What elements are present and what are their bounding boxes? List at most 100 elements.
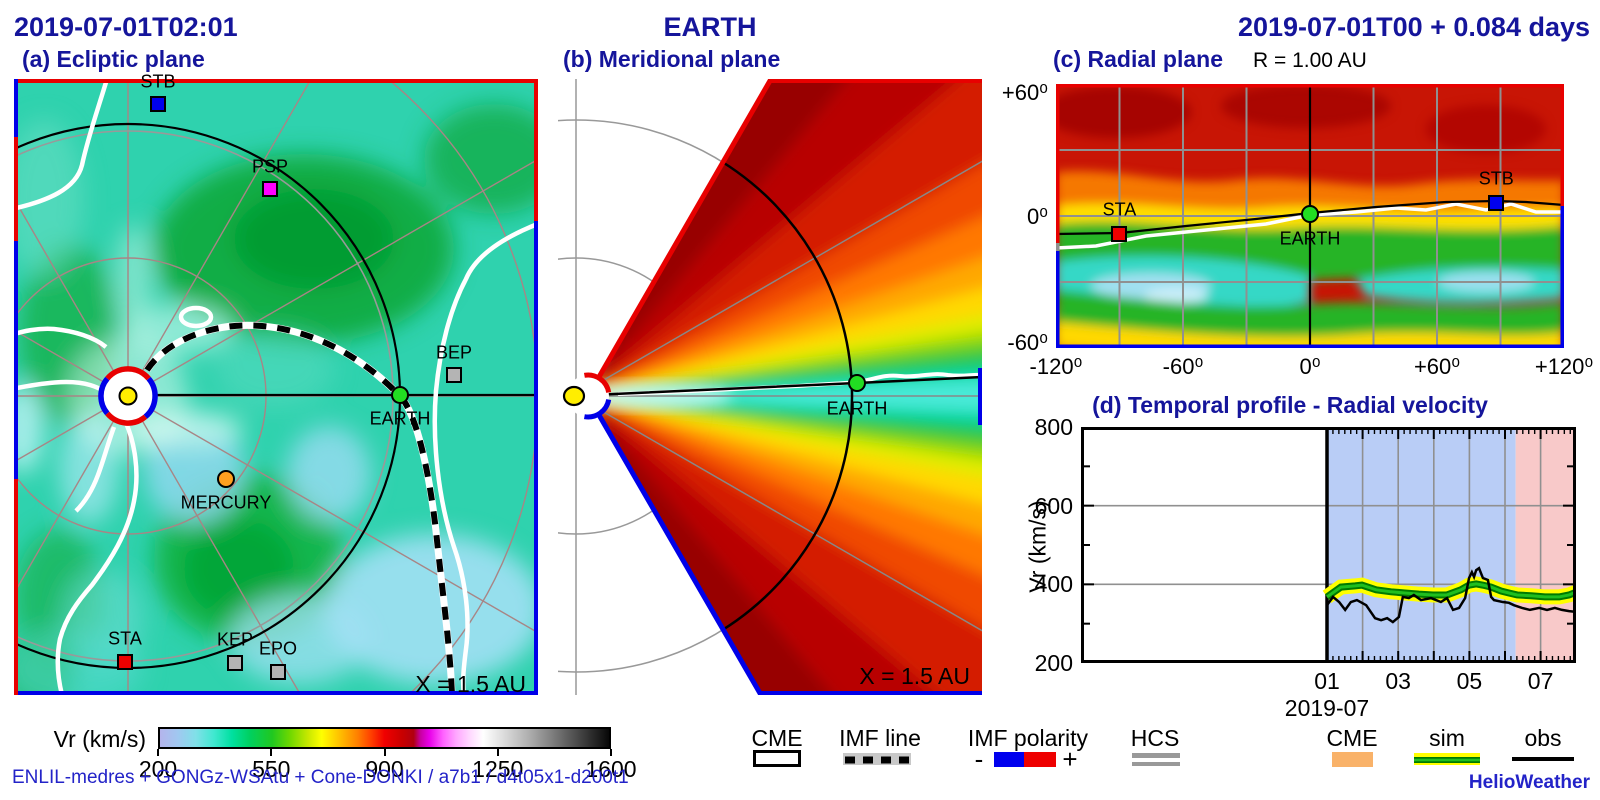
panel-c-borders (1056, 84, 1564, 348)
colorbar-tick (383, 749, 386, 756)
c-xtick-label: 0⁰ (1299, 354, 1321, 379)
d-ytick-label: 800 (1034, 414, 1073, 440)
panel-b-markers: EARTH (558, 79, 982, 695)
sun-icon (118, 386, 138, 406)
panel-c-markers: STA EARTH STB (1056, 84, 1564, 348)
hcs-contours (14, 79, 538, 695)
hcs-swatch-bottom (1132, 761, 1180, 766)
stb-label: STB (1478, 168, 1514, 189)
top-border (768, 79, 982, 83)
c-xtick-label: +120⁰ (1534, 354, 1594, 379)
chart-frame (1081, 427, 1576, 663)
stb-marker (150, 96, 166, 112)
colorbar-tick-label: 1250 (472, 756, 524, 782)
obs-line (1325, 566, 1576, 624)
center-body-label: EARTH (663, 12, 757, 42)
timestamp-run: 2019-07-01T00 + 0.084 days (1237, 12, 1590, 42)
cme-outline-swatch (753, 750, 801, 767)
bottom-border (758, 691, 982, 695)
obs-swatch (1512, 757, 1574, 761)
chart-curves (1322, 566, 1576, 624)
panel-a-extent-label: X = 1.5 AU (415, 671, 526, 697)
model-config-string: ENLIL-medres + GONGz-WSAtu + Cone-DONKI … (12, 767, 629, 788)
temporal-profile-chart (1081, 427, 1576, 663)
colorbar-tick-label: 200 (138, 756, 178, 782)
panel-a-title: (a) Ecliptic plane (22, 46, 205, 72)
panel-d-xaxis-month: 2019-07 (1284, 695, 1370, 721)
velocity-fan (588, 79, 982, 695)
panel-d-ylabel: Vr (km/s) (1024, 500, 1051, 593)
panel-c-title: (c) Radial plane (1053, 46, 1223, 72)
wedge-edge-positive (585, 79, 774, 398)
legend-cme-outline-label: CME (751, 725, 803, 751)
panel-c-radius-label: R = 1.00 AU (1253, 49, 1367, 72)
imf-positive-swatch (1024, 752, 1056, 767)
earth-label: EARTH (826, 398, 888, 419)
sta-label: STA (108, 628, 142, 649)
period-shading (1327, 427, 1576, 663)
wedge-edge-negative (585, 394, 764, 695)
psp-marker (262, 181, 278, 197)
d-ytick-label: 400 (1034, 571, 1073, 598)
credit-label: HelioWeather (1468, 772, 1590, 793)
colorbar-tick (157, 749, 159, 756)
earth-label: EARTH (369, 408, 431, 429)
sta-marker (1111, 225, 1128, 242)
colorbar-tick-label: 1600 (585, 756, 637, 782)
earth-marker (1301, 204, 1319, 223)
epo-label: EPO (258, 638, 298, 659)
c-xtick-label: +60⁰ (1413, 354, 1461, 379)
panel-d-title: (d) Temporal profile - Radial velocity (1092, 392, 1488, 418)
colorbar-label: Vr (km/s) (53, 726, 146, 752)
panel-a-markers: STB PSP BEP EARTH MERCURY STA KEP EPO (14, 72, 538, 695)
d-xtick-label: 05 (1456, 668, 1483, 694)
earth-marker (391, 386, 409, 404)
temporal-profile-plot (1081, 427, 1576, 663)
earth-marker (848, 374, 866, 392)
epo-marker (270, 664, 286, 680)
panel-a-borders (14, 79, 538, 695)
timestamp-current: 2019-07-01T02:01 (14, 12, 238, 42)
bep-label: BEP (435, 342, 473, 363)
legend-cme-fill-label: CME (1326, 725, 1378, 751)
mercury-marker (217, 470, 235, 488)
colorbar-tick-label: 900 (365, 756, 404, 782)
c-xtick-label: -120⁰ (1029, 354, 1083, 379)
colorbar-gradient (158, 727, 611, 749)
imf-negative-swatch (994, 752, 1024, 767)
cme-fill-swatch (1332, 752, 1373, 767)
hcs-line (1056, 202, 1564, 250)
d-ytick-label: 200 (1034, 650, 1073, 676)
apex-gap (567, 375, 609, 417)
colorbar-tick (270, 749, 273, 756)
radial-plane-map: STA EARTH STB (1056, 84, 1564, 348)
imf-plus-sign: + (1062, 744, 1078, 774)
meridional-plane-map: X = 1.5 AU EARTH (558, 79, 982, 695)
radial-field (1056, 84, 1564, 348)
stb-label: STB (140, 71, 176, 92)
imf-line-swatch (843, 753, 911, 765)
meridional-field (558, 79, 982, 695)
stb-marker (1488, 194, 1505, 211)
c-ytick-label: -60⁰ (1007, 330, 1048, 355)
kep-marker (227, 655, 243, 671)
panel-b-title: (b) Meridional plane (563, 46, 781, 72)
colorbar-tick-label: 550 (252, 756, 291, 782)
colorbar-tick (496, 749, 499, 756)
hcs-swatch-top (1132, 753, 1180, 758)
sun-icon (562, 385, 586, 407)
legend-obs-label: obs (1524, 725, 1562, 751)
d-xtick-label: 03 (1385, 668, 1411, 694)
sim-line (1326, 582, 1576, 599)
c-ytick-label: +60⁰ (1001, 80, 1048, 105)
d-xtick-label: 07 (1527, 668, 1554, 694)
d-ytick-label: 600 (1034, 492, 1073, 519)
legend-imf-line-label: IMF line (839, 725, 921, 751)
one-au-arc (705, 151, 854, 641)
sun-symbol (98, 366, 158, 426)
d-xtick-label: 01 (1314, 668, 1340, 694)
sta-marker (117, 654, 133, 670)
legend-sim-label: sim (1429, 725, 1465, 751)
sim-swatch (1414, 753, 1480, 765)
